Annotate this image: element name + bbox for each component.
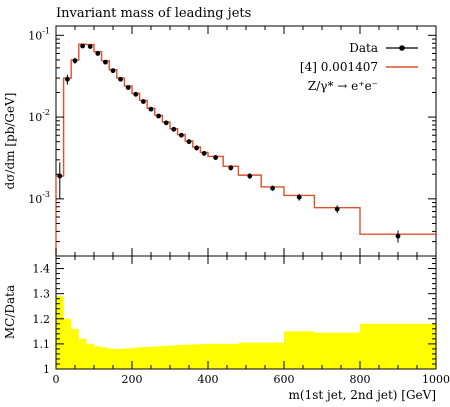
data-point	[57, 173, 63, 179]
data-point	[179, 132, 184, 138]
ratio-y-axis-label: MC/Data	[3, 285, 17, 339]
data-point	[213, 155, 219, 160]
x-tick-label: 1000	[422, 373, 450, 386]
x-tick-label: 800	[350, 373, 371, 386]
legend-process-label: Z/γ* → e⁺e⁻	[308, 79, 378, 93]
data-point	[201, 150, 207, 156]
data-point	[171, 126, 177, 132]
data-point	[118, 76, 123, 82]
x-tick-labels: 0 200 400 600 800 1000	[53, 373, 450, 386]
data-point	[103, 59, 108, 65]
main-y-axis-label: dσ/dm [pb/GeV]	[3, 93, 17, 190]
data-point	[87, 44, 93, 49]
ratio-x-ticks	[55, 256, 437, 369]
ratio-y-ticks	[56, 258, 436, 370]
main-y-tick-labels: 10-1 10-2 10-3	[28, 26, 50, 206]
mc-step-path	[55, 43, 436, 256]
data-point	[65, 76, 70, 82]
data-point	[334, 206, 340, 212]
legend-data-marker	[399, 45, 405, 51]
main-y-tick-label: 10-1	[28, 26, 50, 42]
data-point	[296, 194, 302, 200]
ratio-band-area	[56, 296, 436, 369]
mc-step-line	[55, 43, 436, 256]
data-point	[186, 139, 192, 145]
main-x-ticks	[55, 26, 437, 256]
data-point	[228, 165, 234, 171]
x-axis-label: m(1st jet, 2nd jet) [GeV]	[289, 388, 436, 402]
x-tick-label: 0	[53, 373, 60, 386]
data-point	[163, 120, 169, 126]
main-plot-frame	[55, 25, 437, 257]
data-point	[80, 43, 85, 49]
data-points	[57, 43, 401, 243]
data-point	[141, 99, 146, 104]
ratio-y-tick-label: 1.4	[33, 263, 51, 276]
ratio-plot: 1 1.1 1.2 1.3 1.4 0 200 400 600 800 1000	[33, 255, 450, 386]
data-point	[156, 113, 162, 119]
legend-mc-label: [4] 0.001407	[300, 60, 378, 74]
chart-title: Invariant mass of leading jets	[56, 6, 251, 21]
data-point	[194, 145, 200, 151]
main-y-tick-label: 10-3	[28, 190, 50, 206]
legend: Data [4] 0.001407 Z/γ* → e⁺e⁻	[300, 41, 418, 93]
ratio-y-tick-label: 1	[43, 363, 50, 376]
legend-data-label: Data	[349, 41, 378, 55]
data-point	[95, 51, 101, 56]
data-point	[247, 173, 253, 179]
main-plot: 10-1 10-2 10-3	[28, 25, 437, 257]
data-point	[133, 91, 139, 97]
data-point	[125, 85, 131, 90]
ratio-y-tick-label: 1.1	[33, 338, 51, 351]
data-point	[148, 106, 154, 112]
main-y-tick-label: 10-2	[28, 108, 50, 124]
x-tick-label: 200	[122, 373, 143, 386]
ratio-y-tick-label: 1.2	[33, 313, 51, 326]
data-point	[395, 233, 401, 239]
data-point	[270, 185, 275, 191]
ratio-y-tick-labels: 1 1.1 1.2 1.3 1.4	[33, 263, 51, 376]
ratio-band	[56, 296, 436, 369]
data-point	[72, 58, 78, 64]
ratio-y-tick-label: 1.3	[33, 288, 51, 301]
x-tick-label: 400	[198, 373, 219, 386]
data-point	[110, 68, 116, 74]
x-tick-label: 600	[274, 373, 295, 386]
